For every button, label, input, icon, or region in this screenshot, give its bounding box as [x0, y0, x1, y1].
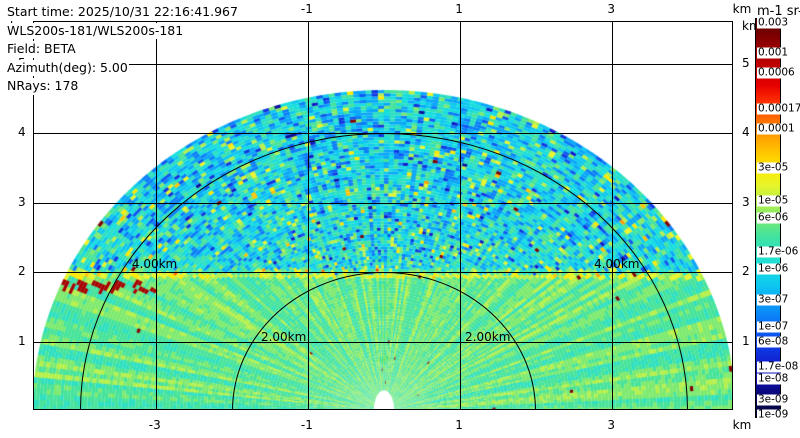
- colorbar-tick-1e-09: 1e-09: [757, 408, 790, 421]
- colorbar-tick-1e-06: 1e-06: [757, 262, 790, 275]
- scan-metadata-overlay: Start time: 2025/10/31 22:16:41.967 WLS2…: [6, 4, 239, 97]
- colorbar-tick-3e-07: 3e-07: [757, 293, 790, 306]
- colorbar-tick-1.7e-06: 1.7e-06: [757, 245, 800, 258]
- y-tick-right-4: 4: [742, 125, 750, 140]
- range-ring-label: 4.00km: [131, 256, 178, 271]
- y-tick-right-5: 5: [742, 55, 750, 70]
- y-tick-right-3: 3: [742, 194, 750, 209]
- colorbar-tick-6e-08: 6e-08: [757, 335, 790, 348]
- x-tick-bottom--1: -1: [300, 418, 313, 432]
- grid-line-vertical: [612, 22, 613, 409]
- x-unit-bottom: km: [732, 418, 752, 432]
- colorbar-tick-1e-05: 1e-05: [757, 194, 790, 207]
- y-tick-left-2: 2: [18, 264, 26, 279]
- colorbar-tick-0.00017: 0.00017: [757, 103, 800, 115]
- colorbar-tick-1e-07: 1e-07: [757, 320, 790, 333]
- plot-area: 2.00km 2.00km 4.00km 4.00km: [33, 21, 733, 410]
- y-tick-right-2: 2: [742, 264, 750, 279]
- x-tick-bottom-1: 1: [455, 418, 463, 432]
- colorbar-tick-0.0001: 0.0001: [757, 122, 796, 135]
- field-label: Field: BETA: [6, 41, 77, 58]
- x-tick-top--1: -1: [300, 2, 313, 16]
- instrument-label: WLS200s-181/WLS200s-181: [6, 22, 185, 39]
- x-tick-top-3: 3: [607, 2, 616, 16]
- y-tick-right-1: 1: [742, 333, 750, 348]
- colorbar-tick-1.7e-08: 1.7e-08: [757, 360, 800, 373]
- azimuth-label: Azimuth(deg): 5.00: [6, 59, 129, 76]
- x-tick-bottom-3: 3: [607, 418, 616, 432]
- range-ring-label: 4.00km: [594, 256, 640, 271]
- colorbar-tick-0.001: 0.001: [757, 46, 790, 59]
- grid-line-horizontal: [34, 64, 732, 65]
- colorbar-tick-6e-06: 6e-06: [757, 211, 790, 224]
- colorbar-tick-3e-05: 3e-05: [757, 161, 790, 174]
- x-unit-top: km: [732, 2, 752, 16]
- colorbar-units-label: m-1 sr-1: [757, 4, 800, 19]
- y-tick-left-3: 3: [18, 194, 26, 209]
- grid-line-vertical: [156, 22, 157, 409]
- colorbar-tick-0.0006: 0.0006: [757, 66, 796, 79]
- x-tick-bottom--3: -3: [148, 418, 161, 432]
- start-time-label: Start time: 2025/10/31 22:16:41.967: [6, 4, 239, 21]
- nrays-label: NRays: 178: [6, 78, 80, 95]
- x-tick-top-1: 1: [455, 2, 463, 16]
- y-tick-left-1: 1: [18, 333, 26, 348]
- colorbar-tick-1e-08: 1e-08: [757, 372, 790, 385]
- colorbar-tick-3e-09: 3e-09: [757, 393, 790, 406]
- colorbar-tick-0.003: 0.003: [757, 16, 790, 29]
- y-tick-left-4: 4: [18, 125, 26, 140]
